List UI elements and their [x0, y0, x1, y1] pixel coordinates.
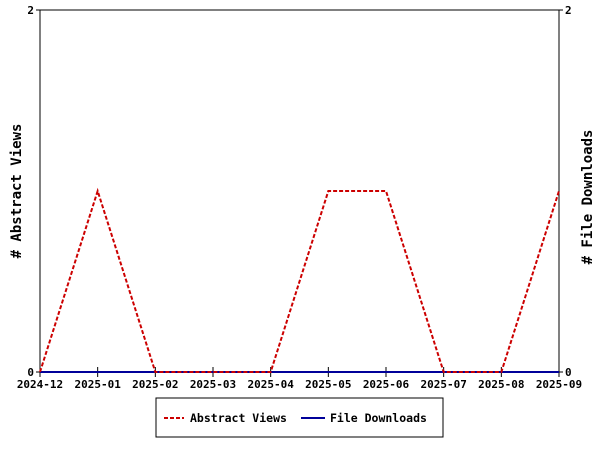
series-line-abstract-views [39, 187, 560, 373]
legend-label-file-downloads: File Downloads [330, 411, 427, 425]
y2-tick-label: 2 [565, 4, 572, 17]
x-tick-label: 2024-12 [17, 378, 63, 391]
x-tick-label: 2025-07 [420, 378, 466, 391]
x-tick-label: 2025-01 [74, 378, 121, 391]
legend-box [155, 397, 444, 438]
legend-label-abstract-views: Abstract Views [190, 411, 287, 425]
x-tick-label: 2025-09 [536, 378, 582, 391]
x-tick-label: 2025-04 [247, 378, 294, 391]
plot-area [39, 9, 560, 373]
y-axis-title: # Abstract Views [9, 124, 25, 259]
x-tick-label: 2025-08 [478, 378, 524, 391]
series-layer [39, 187, 560, 373]
x-tick-label: 2025-06 [363, 378, 410, 391]
y2-tick-label: 0 [565, 366, 572, 379]
x-tick-label: 2025-03 [190, 378, 236, 391]
x-tick-label: 2025-05 [305, 378, 351, 391]
x-tick-label: 2025-02 [132, 378, 178, 391]
y-tick-label: 0 [27, 366, 34, 379]
y2-axis-title: # File Downloads [580, 130, 596, 265]
legend: Abstract Views File Downloads [155, 397, 444, 438]
y-axis-ticks: 0 2 0 2 [27, 4, 571, 379]
y-tick-label: 2 [27, 4, 34, 17]
x-axis-ticks: 2024-12 2025-01 2025-02 2025-03 2025-04 2025-… [17, 367, 582, 391]
